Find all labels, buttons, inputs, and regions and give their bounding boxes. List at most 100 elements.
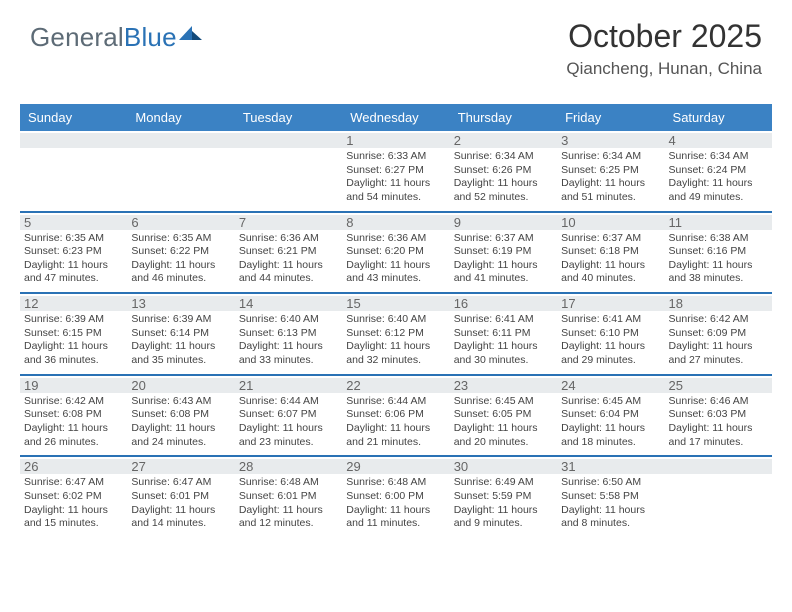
day-detail-daylight1: Daylight: 11 hours — [24, 504, 123, 518]
day-cell: 27Sunrise: 6:47 AMSunset: 6:01 PMDayligh… — [127, 457, 234, 537]
day-detail-daylight2: and 51 minutes. — [561, 191, 660, 205]
day-number: 28 — [235, 459, 342, 474]
day-header-monday: Monday — [127, 104, 234, 131]
day-detail-sunrise: Sunrise: 6:47 AM — [131, 476, 230, 490]
day-number: 7 — [235, 215, 342, 230]
day-detail-daylight2: and 49 minutes. — [669, 191, 768, 205]
day-detail-sunset: Sunset: 5:58 PM — [561, 490, 660, 504]
day-detail-daylight1: Daylight: 11 hours — [131, 259, 230, 273]
day-detail-sunrise: Sunrise: 6:41 AM — [561, 313, 660, 327]
day-detail-daylight1: Daylight: 11 hours — [669, 340, 768, 354]
day-number: 6 — [127, 215, 234, 230]
day-detail-sunset: Sunset: 6:09 PM — [669, 327, 768, 341]
day-number: 9 — [450, 215, 557, 230]
day-detail-daylight2: and 43 minutes. — [346, 272, 445, 286]
day-detail-sunrise: Sunrise: 6:36 AM — [239, 232, 338, 246]
day-detail-sunrise: Sunrise: 6:50 AM — [561, 476, 660, 490]
day-detail-daylight1: Daylight: 11 hours — [24, 340, 123, 354]
day-cell: 16Sunrise: 6:41 AMSunset: 6:11 PMDayligh… — [450, 294, 557, 374]
day-number: 15 — [342, 296, 449, 311]
day-detail-daylight1: Daylight: 11 hours — [346, 340, 445, 354]
day-detail-sunset: Sunset: 6:21 PM — [239, 245, 338, 259]
day-number — [20, 133, 127, 148]
day-detail-daylight1: Daylight: 11 hours — [454, 259, 553, 273]
day-detail-sunrise: Sunrise: 6:45 AM — [454, 395, 553, 409]
day-detail-daylight1: Daylight: 11 hours — [454, 177, 553, 191]
day-detail-daylight2: and 15 minutes. — [24, 517, 123, 531]
day-detail-sunset: Sunset: 6:00 PM — [346, 490, 445, 504]
day-detail-sunrise: Sunrise: 6:34 AM — [669, 150, 768, 164]
day-detail-daylight2: and 47 minutes. — [24, 272, 123, 286]
day-detail-daylight2: and 36 minutes. — [24, 354, 123, 368]
day-detail-daylight2: and 32 minutes. — [346, 354, 445, 368]
day-cell: 8Sunrise: 6:36 AMSunset: 6:20 PMDaylight… — [342, 213, 449, 293]
day-detail-daylight1: Daylight: 11 hours — [561, 422, 660, 436]
day-cell: 21Sunrise: 6:44 AMSunset: 6:07 PMDayligh… — [235, 376, 342, 456]
day-detail-daylight2: and 40 minutes. — [561, 272, 660, 286]
day-number: 13 — [127, 296, 234, 311]
day-header-thursday: Thursday — [450, 104, 557, 131]
day-detail-daylight1: Daylight: 11 hours — [131, 340, 230, 354]
day-detail-daylight1: Daylight: 11 hours — [239, 422, 338, 436]
day-detail-daylight1: Daylight: 11 hours — [346, 504, 445, 518]
day-cell: 10Sunrise: 6:37 AMSunset: 6:18 PMDayligh… — [557, 213, 664, 293]
day-detail-sunset: Sunset: 6:03 PM — [669, 408, 768, 422]
calendar: Sunday Monday Tuesday Wednesday Thursday… — [20, 104, 772, 537]
day-detail-sunset: Sunset: 5:59 PM — [454, 490, 553, 504]
day-detail-daylight1: Daylight: 11 hours — [669, 259, 768, 273]
day-detail-sunset: Sunset: 6:26 PM — [454, 164, 553, 178]
day-detail-daylight2: and 26 minutes. — [24, 436, 123, 450]
weeks-container: 1Sunrise: 6:33 AMSunset: 6:27 PMDaylight… — [20, 131, 772, 537]
day-detail-daylight1: Daylight: 11 hours — [239, 504, 338, 518]
day-detail-sunset: Sunset: 6:19 PM — [454, 245, 553, 259]
day-header-saturday: Saturday — [665, 104, 772, 131]
day-detail-daylight1: Daylight: 11 hours — [346, 422, 445, 436]
day-detail-daylight2: and 8 minutes. — [561, 517, 660, 531]
day-detail-sunset: Sunset: 6:01 PM — [239, 490, 338, 504]
day-number: 5 — [20, 215, 127, 230]
day-detail-sunrise: Sunrise: 6:47 AM — [24, 476, 123, 490]
day-header-friday: Friday — [557, 104, 664, 131]
day-detail-daylight2: and 38 minutes. — [669, 272, 768, 286]
location-label: Qiancheng, Hunan, China — [566, 59, 762, 79]
day-detail-sunrise: Sunrise: 6:34 AM — [454, 150, 553, 164]
day-detail-sunrise: Sunrise: 6:43 AM — [131, 395, 230, 409]
day-detail-sunrise: Sunrise: 6:39 AM — [24, 313, 123, 327]
day-detail-daylight2: and 33 minutes. — [239, 354, 338, 368]
day-detail-daylight2: and 24 minutes. — [131, 436, 230, 450]
day-cell: 17Sunrise: 6:41 AMSunset: 6:10 PMDayligh… — [557, 294, 664, 374]
day-detail-daylight1: Daylight: 11 hours — [561, 340, 660, 354]
day-detail-daylight1: Daylight: 11 hours — [454, 504, 553, 518]
day-detail-sunrise: Sunrise: 6:40 AM — [239, 313, 338, 327]
day-detail-sunset: Sunset: 6:05 PM — [454, 408, 553, 422]
day-detail-daylight1: Daylight: 11 hours — [561, 259, 660, 273]
day-detail-sunrise: Sunrise: 6:35 AM — [24, 232, 123, 246]
day-detail-sunset: Sunset: 6:07 PM — [239, 408, 338, 422]
day-number: 20 — [127, 378, 234, 393]
day-detail-daylight2: and 52 minutes. — [454, 191, 553, 205]
day-detail-sunset: Sunset: 6:22 PM — [131, 245, 230, 259]
day-detail-sunset: Sunset: 6:16 PM — [669, 245, 768, 259]
day-number: 10 — [557, 215, 664, 230]
day-detail-sunrise: Sunrise: 6:42 AM — [24, 395, 123, 409]
day-number: 24 — [557, 378, 664, 393]
day-detail-sunset: Sunset: 6:08 PM — [131, 408, 230, 422]
day-detail-daylight2: and 29 minutes. — [561, 354, 660, 368]
day-number: 19 — [20, 378, 127, 393]
day-number: 29 — [342, 459, 449, 474]
logo-triangle-icon — [179, 22, 203, 40]
day-cell: 20Sunrise: 6:43 AMSunset: 6:08 PMDayligh… — [127, 376, 234, 456]
day-detail-sunrise: Sunrise: 6:37 AM — [454, 232, 553, 246]
day-detail-sunset: Sunset: 6:24 PM — [669, 164, 768, 178]
day-number: 26 — [20, 459, 127, 474]
day-detail-daylight2: and 18 minutes. — [561, 436, 660, 450]
day-number: 18 — [665, 296, 772, 311]
day-detail-sunset: Sunset: 6:10 PM — [561, 327, 660, 341]
day-cell — [127, 131, 234, 211]
week-row: 1Sunrise: 6:33 AMSunset: 6:27 PMDaylight… — [20, 131, 772, 211]
day-number: 27 — [127, 459, 234, 474]
logo-text: GeneralBlue — [30, 22, 177, 53]
day-detail-sunset: Sunset: 6:02 PM — [24, 490, 123, 504]
week-row: 5Sunrise: 6:35 AMSunset: 6:23 PMDaylight… — [20, 211, 772, 293]
day-detail-sunrise: Sunrise: 6:46 AM — [669, 395, 768, 409]
